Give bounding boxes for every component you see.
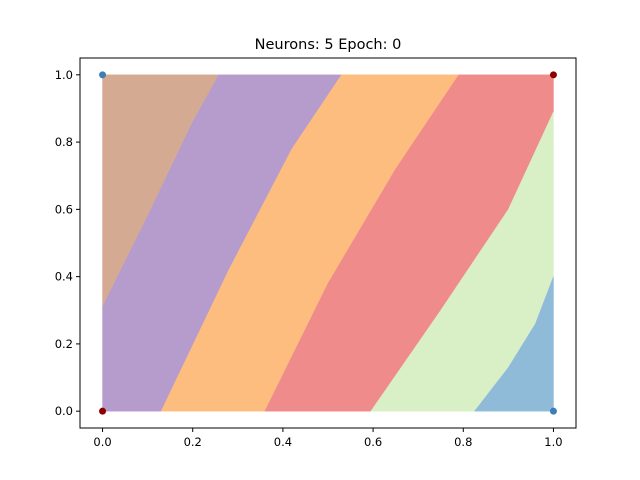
contour-region-5	[474, 276, 554, 412]
data-point-3	[549, 407, 557, 415]
x-tick-label: 0.6	[364, 435, 382, 449]
x-tick-label: 1.0	[544, 435, 562, 449]
x-tick-label: 0.4	[274, 435, 292, 449]
y-tick-label: 0.0	[55, 404, 73, 418]
y-tick-label: 0.4	[55, 270, 73, 284]
y-tick-label: 0.6	[55, 202, 73, 216]
data-point-0	[99, 71, 107, 79]
data-point-1	[549, 71, 557, 79]
y-tick-label: 1.0	[55, 68, 73, 82]
x-tick-label: 0.0	[93, 435, 111, 449]
y-tick-label: 0.2	[55, 337, 73, 351]
x-tick-label: 0.2	[184, 435, 202, 449]
y-axis: 0.0 0.2 0.4 0.6 0.8 1.0	[55, 68, 80, 418]
data-point-2	[99, 407, 107, 415]
y-tick-label: 0.8	[55, 135, 73, 149]
plot-area	[99, 71, 557, 415]
axes-frame	[79, 57, 577, 429]
chart-title: Neurons: 5 Epoch: 0	[255, 37, 402, 53]
x-axis: 0.0 0.2 0.4 0.6 0.8 1.0	[93, 428, 563, 449]
x-tick-label: 0.8	[454, 435, 472, 449]
